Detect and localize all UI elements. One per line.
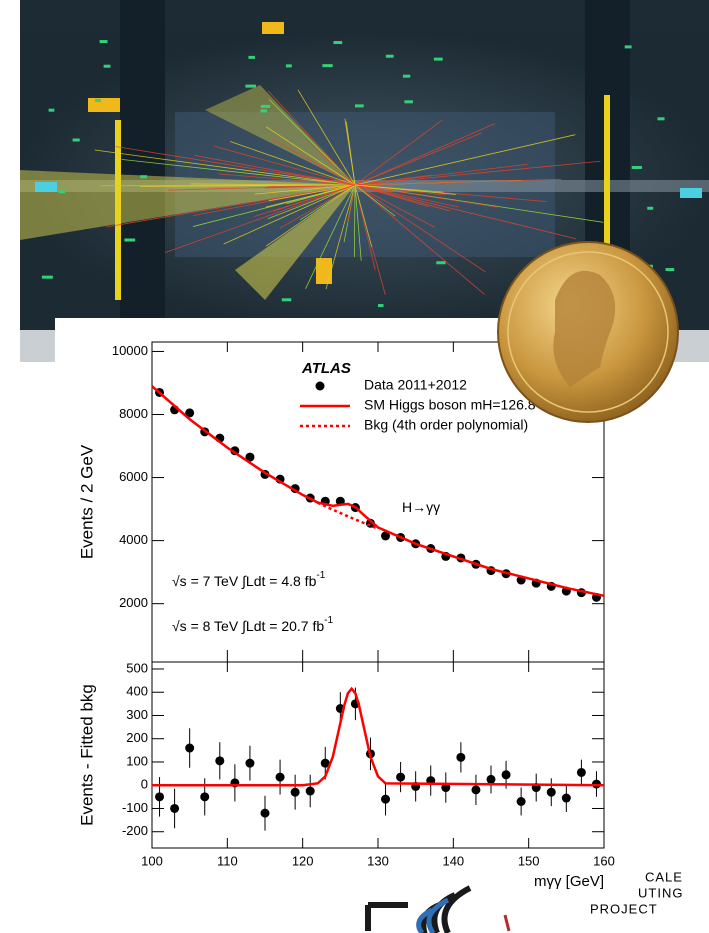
hit xyxy=(140,175,147,178)
hit xyxy=(49,109,55,112)
hit xyxy=(333,41,342,44)
x-axis-label: mγγ [GeV] xyxy=(534,873,604,890)
hit xyxy=(632,166,642,169)
hit xyxy=(286,64,292,67)
data-point xyxy=(456,753,465,762)
data-point xyxy=(547,788,556,797)
y-axis-label: Events - Fitted bkg xyxy=(77,684,96,826)
cluster xyxy=(262,22,284,34)
hit xyxy=(666,268,675,271)
y-tick-label: 2000 xyxy=(119,595,148,610)
hit xyxy=(322,64,332,67)
hit xyxy=(403,75,410,78)
y-tick-label: 10000 xyxy=(112,343,148,358)
annotation-sup: -1 xyxy=(316,570,325,581)
annotation: H→γγ xyxy=(402,499,440,515)
annotation-text: H→γγ xyxy=(402,499,440,515)
logo-word: CALE xyxy=(645,869,683,884)
legend-label: Data 2011+2012 xyxy=(364,377,467,393)
hit xyxy=(355,104,364,107)
y-tick-label: 400 xyxy=(126,684,148,699)
data-point xyxy=(487,775,496,784)
y-tick-label: 0 xyxy=(141,777,148,792)
x-tick-label: 120 xyxy=(292,853,314,868)
y-axis-label: Events / 2 GeV xyxy=(77,444,96,559)
y-tick-label: 100 xyxy=(126,753,148,768)
data-point xyxy=(215,756,224,765)
data-point xyxy=(396,773,405,782)
data-point xyxy=(245,759,254,768)
logo-word: UTING xyxy=(638,885,683,900)
hit xyxy=(59,190,66,193)
data-point xyxy=(276,773,285,782)
cluster xyxy=(35,182,57,192)
hit xyxy=(625,45,632,48)
y-tick-label: -100 xyxy=(122,800,148,815)
x-tick-label: 130 xyxy=(367,853,389,868)
hit xyxy=(404,100,413,103)
y-tick-label: 300 xyxy=(126,707,148,722)
annotation-text: ATLAS xyxy=(301,360,351,377)
data-point xyxy=(291,788,300,797)
annotation-text: √s = 7 TeV ∫Ldt = 4.8 fb xyxy=(172,573,317,589)
logo-word: PROJECT xyxy=(590,901,658,916)
hit xyxy=(386,55,394,58)
annotation-sup: -1 xyxy=(324,615,333,626)
data-point xyxy=(562,794,571,803)
annotation: √s = 7 TeV ∫Ldt = 4.8 fb-1 xyxy=(172,570,326,589)
y-tick-label: 8000 xyxy=(119,406,148,421)
y-tick-label: 200 xyxy=(126,730,148,745)
hit xyxy=(378,304,384,307)
cluster xyxy=(680,188,702,198)
data-point xyxy=(577,768,586,777)
data-point xyxy=(261,809,270,818)
hit xyxy=(95,99,101,102)
x-tick-label: 100 xyxy=(141,853,163,868)
hit xyxy=(434,58,443,61)
hit xyxy=(260,109,266,112)
hit xyxy=(282,298,292,301)
legend-label: Bkg (4th order polynomial) xyxy=(364,417,528,433)
data-point xyxy=(502,770,511,779)
y-tick-label: -200 xyxy=(122,823,148,838)
y-tick-label: 500 xyxy=(126,660,148,675)
x-tick-label: 160 xyxy=(593,853,615,868)
legend-marker xyxy=(316,382,325,391)
annotation: √s = 8 TeV ∫Ldt = 20.7 fb-1 xyxy=(172,615,333,634)
cluster xyxy=(88,98,120,112)
data-point xyxy=(200,792,209,801)
hit xyxy=(104,65,111,68)
x-tick-label: 140 xyxy=(442,853,464,868)
hit xyxy=(261,105,270,108)
medal xyxy=(498,242,678,422)
data-point xyxy=(185,744,194,753)
hit xyxy=(42,276,53,279)
x-tick-label: 110 xyxy=(217,853,238,868)
data-point xyxy=(155,792,164,801)
hit xyxy=(124,239,135,242)
logo-mark xyxy=(505,915,509,931)
data-point xyxy=(306,787,315,796)
hit xyxy=(73,139,80,142)
data-point xyxy=(517,797,526,806)
data-point xyxy=(471,785,480,794)
y-tick-label: 4000 xyxy=(119,532,148,547)
y-tick-label: 6000 xyxy=(119,469,148,484)
data-point xyxy=(170,804,179,813)
hit xyxy=(647,207,653,210)
annotation-text: √s = 8 TeV ∫Ldt = 20.7 fb xyxy=(172,618,324,634)
hit xyxy=(245,85,256,88)
page: 200040006000800010000Events / 2 GeVData … xyxy=(0,0,709,933)
hit xyxy=(436,261,445,264)
hit xyxy=(100,40,108,43)
data-point xyxy=(381,795,390,804)
hit xyxy=(248,56,255,59)
x-tick-label: 150 xyxy=(518,853,540,868)
annotation: ATLAS xyxy=(301,360,351,377)
hit xyxy=(657,117,664,120)
